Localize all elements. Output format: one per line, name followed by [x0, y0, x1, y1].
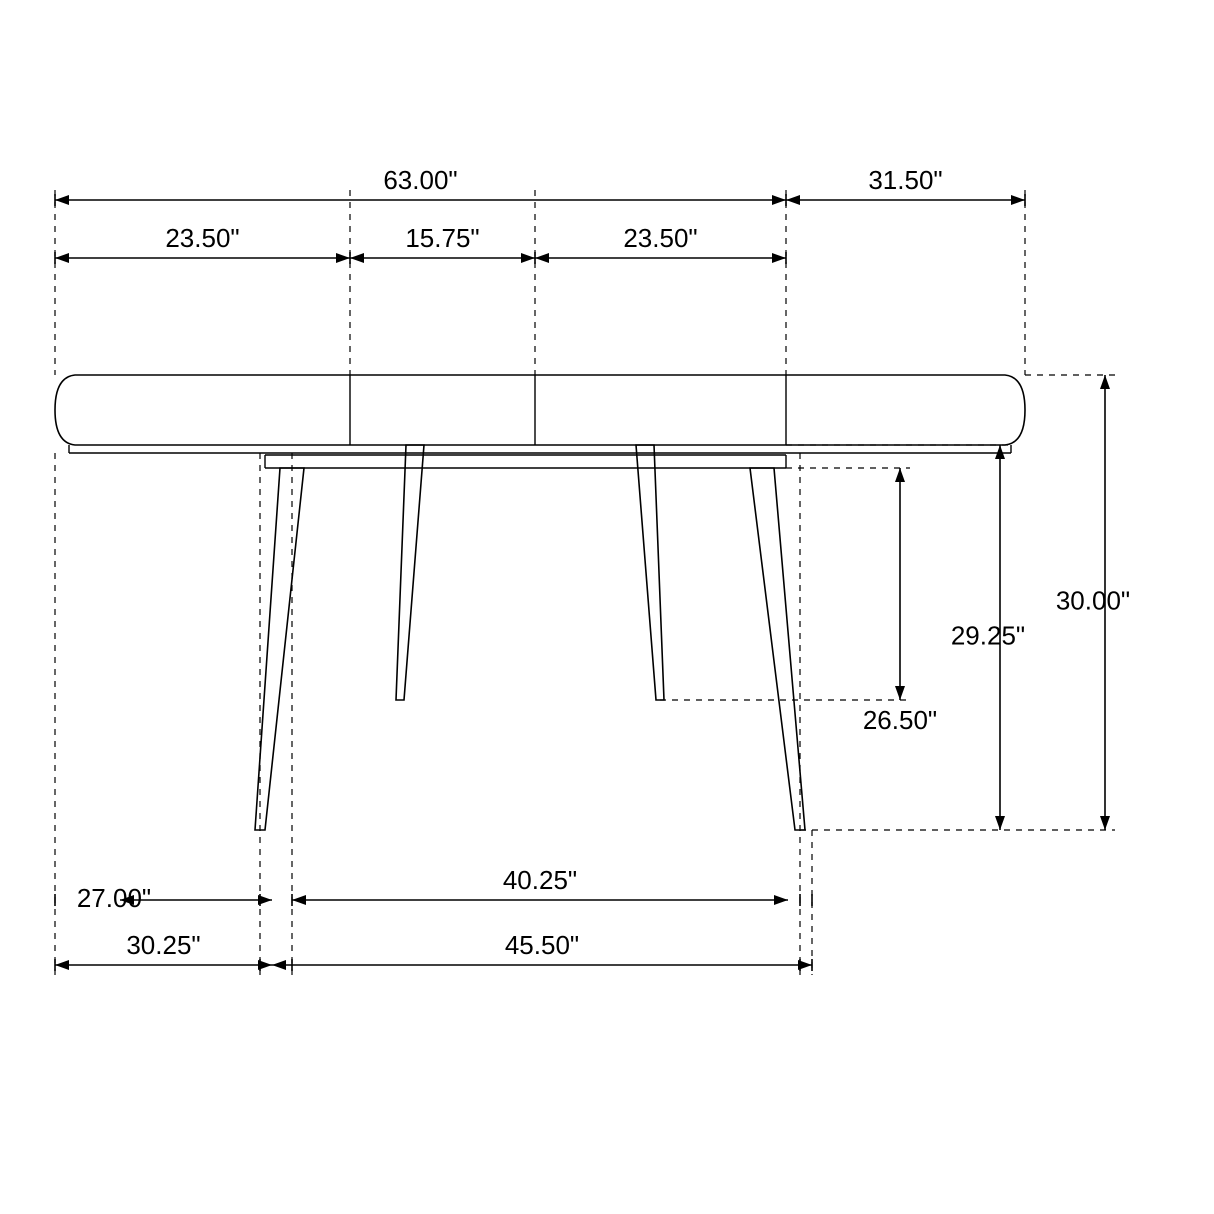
- svg-text:23.50": 23.50": [623, 223, 697, 253]
- table-dimension-diagram: 63.00" 31.50" 23.50" 15.75" 23.50" 27.00" 40.2…: [0, 0, 1214, 1214]
- svg-text:31.50": 31.50": [868, 165, 942, 195]
- svg-text:30.00": 30.00": [1056, 585, 1130, 615]
- svg-text:63.00": 63.00": [383, 165, 457, 195]
- svg-text:27.00": 27.00": [77, 883, 151, 913]
- svg-text:30.25": 30.25": [126, 930, 200, 960]
- svg-text:40.25": 40.25": [503, 865, 577, 895]
- svg-text:23.50": 23.50": [165, 223, 239, 253]
- svg-text:29.25": 29.25": [951, 620, 1025, 650]
- svg-text:15.75": 15.75": [405, 223, 479, 253]
- svg-text:26.50": 26.50": [863, 705, 937, 735]
- svg-text:45.50": 45.50": [505, 930, 579, 960]
